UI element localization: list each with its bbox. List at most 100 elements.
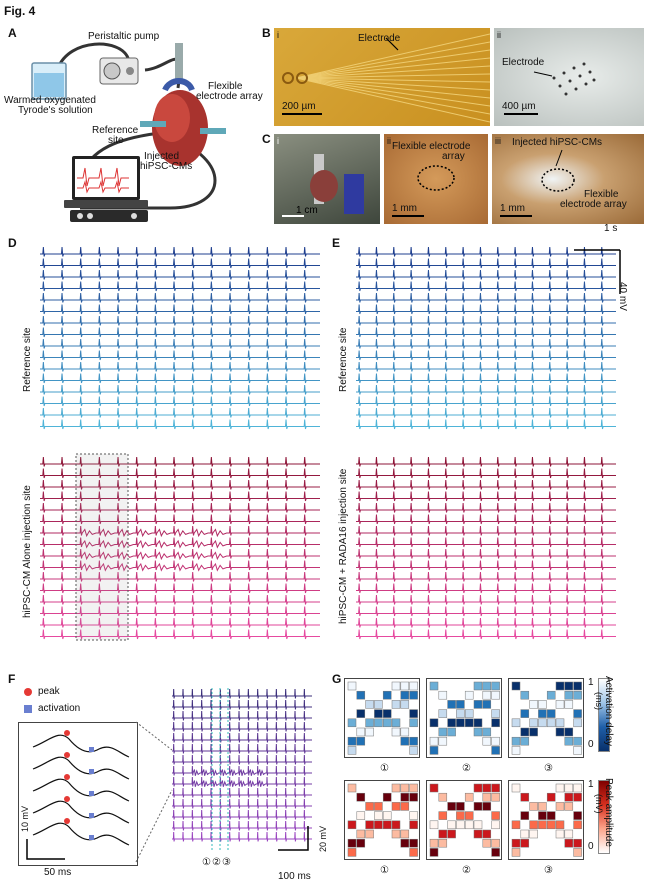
heatmap-cell xyxy=(347,848,357,857)
heatmap-cell xyxy=(511,718,521,728)
peak-marker-icon xyxy=(24,688,32,696)
zoom-trace xyxy=(172,754,312,765)
panel-f-markers: ①②③ xyxy=(202,858,232,868)
heatmap-cell xyxy=(520,838,530,848)
panel-f-volt-scale: 20 mV xyxy=(318,825,328,852)
reference-trace xyxy=(356,338,616,349)
heatmap-cell xyxy=(520,811,530,820)
injection-trace xyxy=(40,560,320,572)
panel-e-volt-scale: 40 mV xyxy=(617,282,628,311)
zoom-trace xyxy=(172,820,312,831)
heatmap-cell xyxy=(374,802,383,811)
heatmap-cell xyxy=(473,718,483,728)
heatmap-cell xyxy=(564,829,574,839)
heatmap-cell xyxy=(482,736,492,746)
heatmap-cell xyxy=(365,718,374,728)
array-label-2: electrode array xyxy=(196,91,263,102)
heatmap-cell xyxy=(365,829,374,839)
heatmap-cell xyxy=(409,736,418,746)
heatmap-cell xyxy=(473,802,483,811)
heatmap-cell xyxy=(491,783,500,793)
heatmap-cell xyxy=(391,700,401,709)
zoom-trace xyxy=(172,798,312,809)
panel-b-scale-i: 200 µm xyxy=(282,101,316,112)
injected-label-2: hiPSC-CMs xyxy=(140,161,193,172)
heatmap-cell xyxy=(447,700,456,709)
heatmap-cell xyxy=(520,709,530,718)
heatmap-cell xyxy=(391,681,401,691)
heatmap-cell xyxy=(555,718,565,728)
injection-trace xyxy=(40,456,320,467)
heatmap-cell xyxy=(365,700,374,709)
heatmap-cell xyxy=(356,709,366,718)
heatmap-cell xyxy=(438,829,448,839)
reference-label-1: Reference xyxy=(92,125,139,136)
marker-2: ② xyxy=(211,857,222,868)
heatmap-cell xyxy=(564,727,574,737)
heatmap-cell xyxy=(464,792,474,802)
amplitude-colorbar-max: 1 xyxy=(588,779,594,790)
heatmap-cell xyxy=(520,727,530,737)
heatmap-cell xyxy=(391,727,401,737)
heatmap-cell xyxy=(555,783,565,793)
heatmap-cell xyxy=(546,718,556,728)
heatmap-cell xyxy=(400,681,410,691)
heatmap-cell xyxy=(374,718,383,728)
zoom-trace xyxy=(172,721,312,732)
injection-trace xyxy=(356,629,616,640)
heatmap-cell xyxy=(429,848,439,857)
heatmap-cell xyxy=(511,681,521,691)
heatmap-cell xyxy=(429,838,439,848)
heatmap-cell xyxy=(491,690,500,700)
heatmap-cell xyxy=(382,690,392,700)
heatmap-cell xyxy=(374,700,383,709)
panel-e-injection-label: hiPSC-CM + RADA16 injection site xyxy=(338,468,349,624)
heatmap-cell xyxy=(564,681,574,691)
inset-scale-bar xyxy=(26,839,65,860)
heatmap-cell xyxy=(482,829,492,839)
heatmap-cell xyxy=(409,681,418,691)
panel-e-traces xyxy=(356,246,616,640)
injection-trace xyxy=(40,606,320,617)
reference-trace xyxy=(40,246,320,257)
panel-c-scale-iii: 1 mm xyxy=(500,203,525,214)
heatmap-cell xyxy=(429,820,439,830)
injection-trace xyxy=(40,629,320,640)
zoom-trace xyxy=(172,710,312,721)
heatmap-cell xyxy=(456,709,465,718)
heatmap-cell xyxy=(491,811,500,820)
injection-trace xyxy=(356,571,616,582)
injection-trace xyxy=(40,514,320,525)
g-amp-marker-3: ③ xyxy=(544,865,553,876)
heatmap-cell xyxy=(538,820,547,830)
panel-e-scalebar xyxy=(574,249,621,294)
heatmap-cell xyxy=(429,746,439,755)
heatmap-cell xyxy=(482,681,492,691)
heatmap-cell xyxy=(482,838,492,848)
heatmap-cell xyxy=(546,709,556,718)
heatmap-cell xyxy=(356,736,366,746)
heatmap-cell xyxy=(546,820,556,830)
activation-marker xyxy=(89,747,94,752)
injection-trace xyxy=(356,548,616,559)
inset-time-scale: 50 ms xyxy=(44,867,72,878)
heatmap-cell xyxy=(473,783,483,793)
reference-trace xyxy=(356,246,616,257)
activation-colorbar-min: 0 xyxy=(588,739,594,750)
zoom-trace xyxy=(172,809,312,820)
heatmap-cell xyxy=(391,820,401,830)
heatmap-cell xyxy=(409,792,418,802)
heatmap-cell xyxy=(400,700,410,709)
injection-trace xyxy=(356,468,616,479)
heatmap-cell xyxy=(409,718,418,728)
amplitude-colorbar xyxy=(598,780,610,854)
heatmap-cell xyxy=(400,690,410,700)
zoom-trace xyxy=(172,732,312,743)
heatmap-cell xyxy=(409,709,418,718)
panel-f-time-scale: 100 ms xyxy=(278,871,311,882)
inset-trace xyxy=(32,756,130,780)
heatmap-cell xyxy=(464,709,474,718)
heatmap-cell xyxy=(409,820,418,830)
heatmap-cell xyxy=(520,792,530,802)
heatmap-cell xyxy=(356,727,366,737)
